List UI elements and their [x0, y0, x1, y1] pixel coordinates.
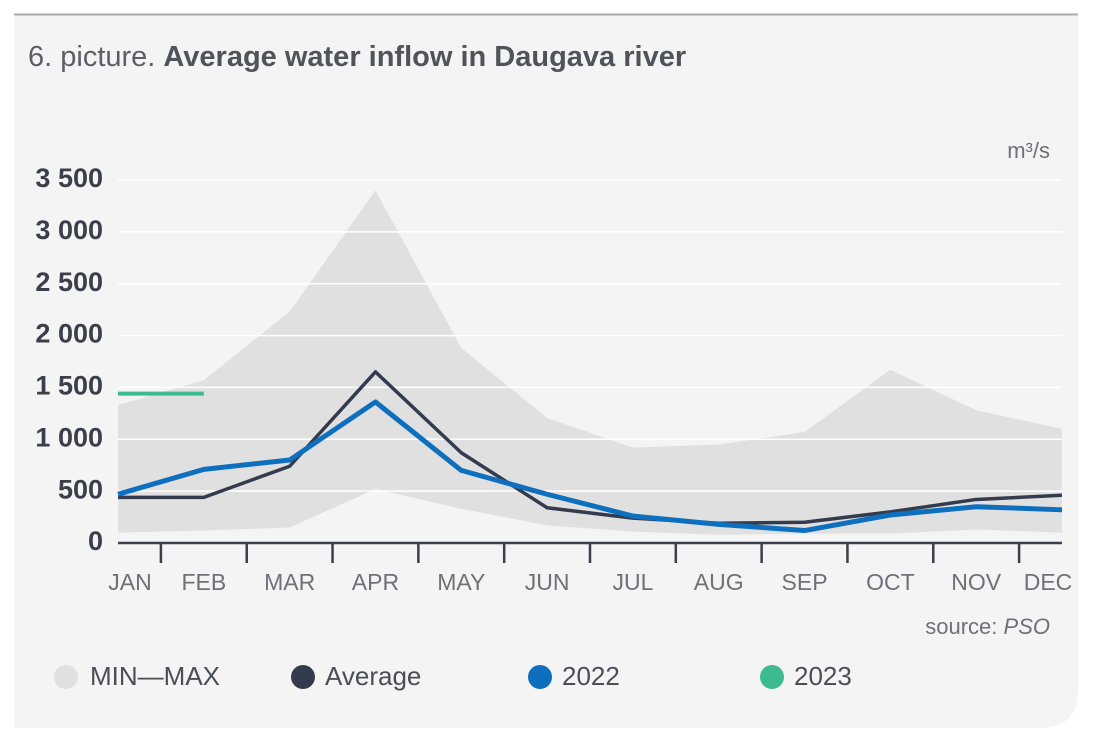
y-tick-label: 3 000 [35, 215, 103, 245]
source: source: PSO [925, 614, 1050, 639]
x-tick-label: JAN [108, 569, 151, 595]
x-tick-label: MAR [264, 569, 315, 595]
y-tick-label: 3 500 [35, 163, 103, 193]
x-tick-label: FEB [181, 569, 226, 595]
x-tick-label: AUG [694, 569, 744, 595]
x-tick-label: JUL [612, 569, 653, 595]
legend-swatch [291, 665, 315, 689]
legend-label: MIN—MAX [90, 661, 220, 691]
x-tick-label: DEC [1024, 569, 1073, 595]
source-label: source: [925, 614, 997, 639]
y-tick-label: 2 000 [35, 319, 103, 349]
legend-swatch [528, 665, 552, 689]
y-tick-label: 2 500 [35, 267, 103, 297]
x-tick-label: JUN [525, 569, 570, 595]
y-tick-label: 1 500 [35, 371, 103, 401]
x-tick-label: MAY [437, 569, 485, 595]
min-max-band [118, 190, 1062, 535]
y-tick-label: 1 000 [35, 422, 103, 452]
x-tick-label: OCT [866, 569, 915, 595]
series-line [118, 370, 1063, 526]
y-tick-label: 500 [58, 474, 103, 504]
figure-label: 6. picture. [28, 41, 155, 73]
chart-title: 6. picture. Average water inflow in Daug… [28, 41, 686, 73]
legend-label: Average [325, 661, 421, 691]
title: Average water inflow in Daugava river [163, 41, 686, 73]
legend-swatch [760, 665, 784, 689]
series-line [117, 399, 1063, 534]
x-tick-label: NOV [951, 569, 1002, 595]
unit: m³/s [1007, 138, 1050, 163]
x-tick-label: APR [352, 569, 399, 595]
legend-swatch [54, 665, 78, 689]
legend-label: 2022 [562, 661, 620, 691]
y-tick-label: 0 [88, 526, 103, 556]
legend-label: 2023 [794, 661, 852, 691]
panel [14, 14, 1078, 728]
x-tick-label: SEP [782, 569, 828, 595]
source-name: PSO [1004, 614, 1050, 639]
